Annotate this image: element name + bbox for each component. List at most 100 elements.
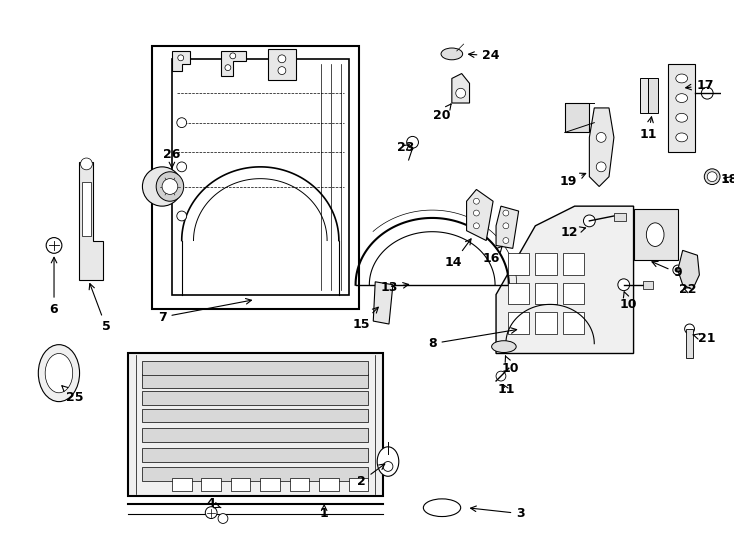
Circle shape — [473, 210, 479, 216]
Polygon shape — [589, 108, 614, 186]
Polygon shape — [452, 73, 470, 103]
Text: 25: 25 — [62, 386, 84, 404]
Circle shape — [278, 55, 286, 63]
Polygon shape — [79, 162, 103, 280]
Bar — [641, 78, 648, 113]
Bar — [535, 253, 557, 275]
Text: 26: 26 — [163, 147, 181, 168]
Bar — [508, 253, 529, 275]
Ellipse shape — [142, 167, 182, 206]
Bar — [142, 374, 368, 388]
Polygon shape — [496, 206, 519, 248]
Circle shape — [473, 198, 479, 204]
Bar — [172, 478, 192, 491]
Polygon shape — [221, 51, 246, 76]
Circle shape — [503, 210, 509, 216]
Bar — [508, 283, 529, 305]
Text: 20: 20 — [433, 104, 451, 122]
Circle shape — [496, 371, 506, 381]
Circle shape — [673, 265, 683, 275]
Bar — [686, 329, 694, 359]
Bar — [535, 283, 557, 305]
Circle shape — [596, 162, 606, 172]
Text: 7: 7 — [158, 299, 252, 323]
Bar — [648, 78, 658, 113]
Circle shape — [177, 162, 186, 172]
Bar — [564, 103, 589, 132]
Bar — [668, 64, 695, 152]
Bar — [563, 312, 584, 334]
Circle shape — [225, 65, 230, 71]
Circle shape — [162, 179, 178, 194]
Polygon shape — [374, 282, 393, 324]
Bar — [142, 391, 368, 404]
Bar — [81, 181, 91, 235]
Circle shape — [383, 462, 393, 471]
Circle shape — [584, 215, 595, 227]
Text: 14: 14 — [445, 239, 471, 268]
Text: 21: 21 — [693, 332, 716, 345]
Circle shape — [596, 132, 606, 143]
Text: 9: 9 — [652, 261, 682, 279]
Text: 16: 16 — [482, 246, 502, 265]
Bar — [128, 354, 383, 496]
Ellipse shape — [492, 341, 516, 353]
Polygon shape — [496, 206, 633, 354]
Ellipse shape — [708, 172, 717, 181]
Bar — [508, 312, 529, 334]
Bar — [319, 478, 339, 491]
Ellipse shape — [156, 172, 184, 201]
Circle shape — [46, 238, 62, 253]
Bar — [201, 478, 221, 491]
Ellipse shape — [46, 354, 73, 393]
Circle shape — [218, 514, 228, 523]
Text: 11: 11 — [497, 383, 515, 396]
Circle shape — [456, 88, 465, 98]
Circle shape — [473, 223, 479, 229]
Polygon shape — [467, 190, 493, 240]
Text: 15: 15 — [353, 307, 378, 330]
Text: 6: 6 — [50, 258, 58, 316]
Circle shape — [81, 158, 92, 170]
Text: 4: 4 — [207, 497, 221, 510]
Ellipse shape — [676, 113, 688, 122]
Bar — [644, 281, 653, 289]
Bar — [142, 448, 368, 462]
Text: 19: 19 — [559, 173, 586, 188]
Bar — [142, 361, 368, 375]
Text: 2: 2 — [357, 464, 385, 488]
Bar — [142, 428, 368, 442]
Bar — [142, 468, 368, 481]
Circle shape — [177, 118, 186, 127]
Circle shape — [230, 53, 236, 59]
Circle shape — [503, 238, 509, 244]
Circle shape — [702, 87, 713, 99]
Polygon shape — [677, 251, 700, 289]
Bar — [172, 59, 349, 294]
Text: 8: 8 — [428, 328, 517, 350]
Text: 12: 12 — [561, 226, 586, 239]
Text: 3: 3 — [470, 506, 525, 520]
Ellipse shape — [377, 447, 399, 476]
Text: 23: 23 — [397, 141, 415, 154]
Text: 24: 24 — [468, 49, 500, 62]
Text: 17: 17 — [686, 79, 714, 92]
Text: 13: 13 — [380, 281, 409, 294]
Ellipse shape — [441, 48, 462, 60]
Circle shape — [503, 223, 509, 229]
Ellipse shape — [676, 133, 688, 142]
Polygon shape — [172, 51, 189, 71]
Text: 10: 10 — [620, 292, 637, 311]
Ellipse shape — [676, 74, 688, 83]
Ellipse shape — [424, 499, 461, 517]
Ellipse shape — [647, 223, 664, 246]
Circle shape — [685, 324, 694, 334]
Text: 5: 5 — [89, 284, 110, 334]
Circle shape — [278, 66, 286, 75]
Ellipse shape — [676, 93, 688, 103]
Circle shape — [206, 507, 217, 518]
Bar — [633, 209, 677, 260]
Bar — [290, 478, 310, 491]
Text: 22: 22 — [679, 283, 697, 296]
Text: 11: 11 — [639, 117, 657, 141]
